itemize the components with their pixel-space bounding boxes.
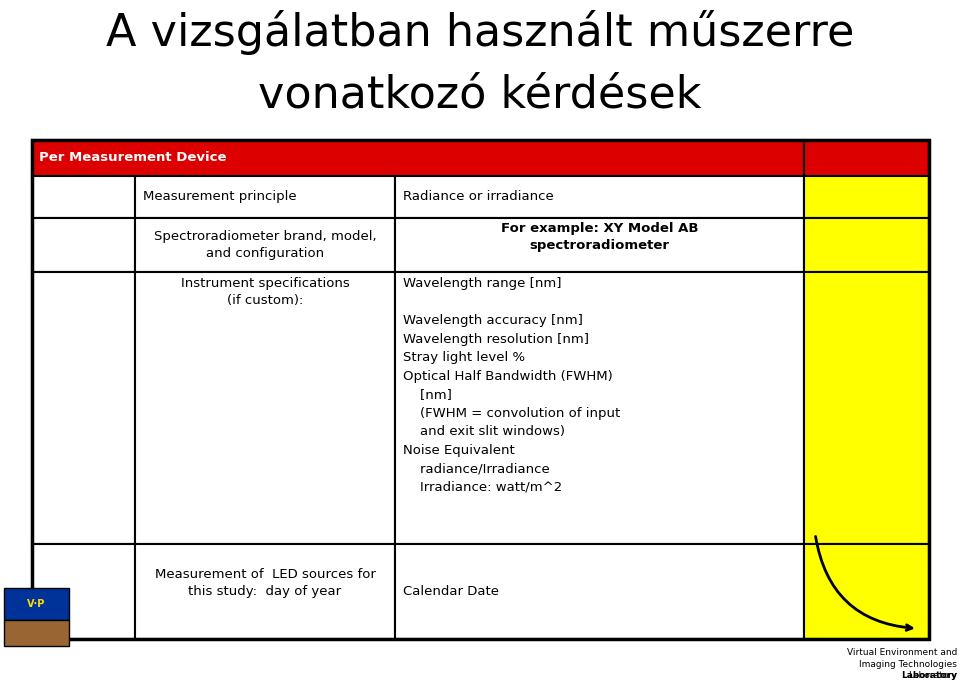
Bar	[804, 218, 929, 272]
Bar	[396, 544, 804, 639]
Bar	[32, 140, 804, 176]
Text: Measurement of  LED sources for
this study:  day of year: Measurement of LED sources for this stud…	[155, 568, 375, 598]
Text: Instrument specifications
(if custom):: Instrument specifications (if custom):	[180, 277, 349, 307]
Bar	[32, 140, 929, 639]
FancyBboxPatch shape	[4, 588, 69, 620]
Text: Virtual Environment and
Imaging Technologies
Laboratory: Virtual Environment and Imaging Technolo…	[847, 648, 957, 680]
Text: Measurement principle: Measurement principle	[143, 190, 297, 203]
Text: Per Measurement Device: Per Measurement Device	[39, 151, 227, 164]
Bar	[396, 272, 804, 544]
Bar	[32, 218, 135, 272]
Bar	[135, 218, 396, 272]
Text: Radiance or irradiance: Radiance or irradiance	[403, 190, 554, 203]
Bar	[804, 544, 929, 639]
Bar	[32, 176, 135, 218]
Text: For example: XY Model AB
spectroradiometer: For example: XY Model AB spectroradiomet…	[501, 222, 698, 252]
Bar	[804, 176, 929, 218]
Bar	[135, 272, 396, 544]
Bar	[135, 176, 396, 218]
Bar	[32, 544, 135, 639]
Text: Calendar Date: Calendar Date	[403, 585, 499, 598]
Bar	[32, 272, 135, 544]
Text: Laboratory: Laboratory	[901, 648, 957, 680]
Text: V·P: V·P	[27, 599, 46, 609]
Text: Spectroradiometer brand, model,
and configuration: Spectroradiometer brand, model, and conf…	[154, 230, 376, 260]
Bar	[396, 218, 804, 272]
Text: Wavelength range [nm]

Wavelength accuracy [nm]
Wavelength resolution [nm]
Stray: Wavelength range [nm] Wavelength accurac…	[403, 277, 620, 494]
Text: A vizsgálatban használt műszerre
vonatkozó kérdések: A vizsgálatban használt műszerre vonatko…	[106, 10, 854, 117]
Bar	[396, 176, 804, 218]
Bar	[135, 544, 396, 639]
Bar	[804, 272, 929, 544]
FancyBboxPatch shape	[4, 620, 69, 646]
Bar	[804, 140, 929, 176]
